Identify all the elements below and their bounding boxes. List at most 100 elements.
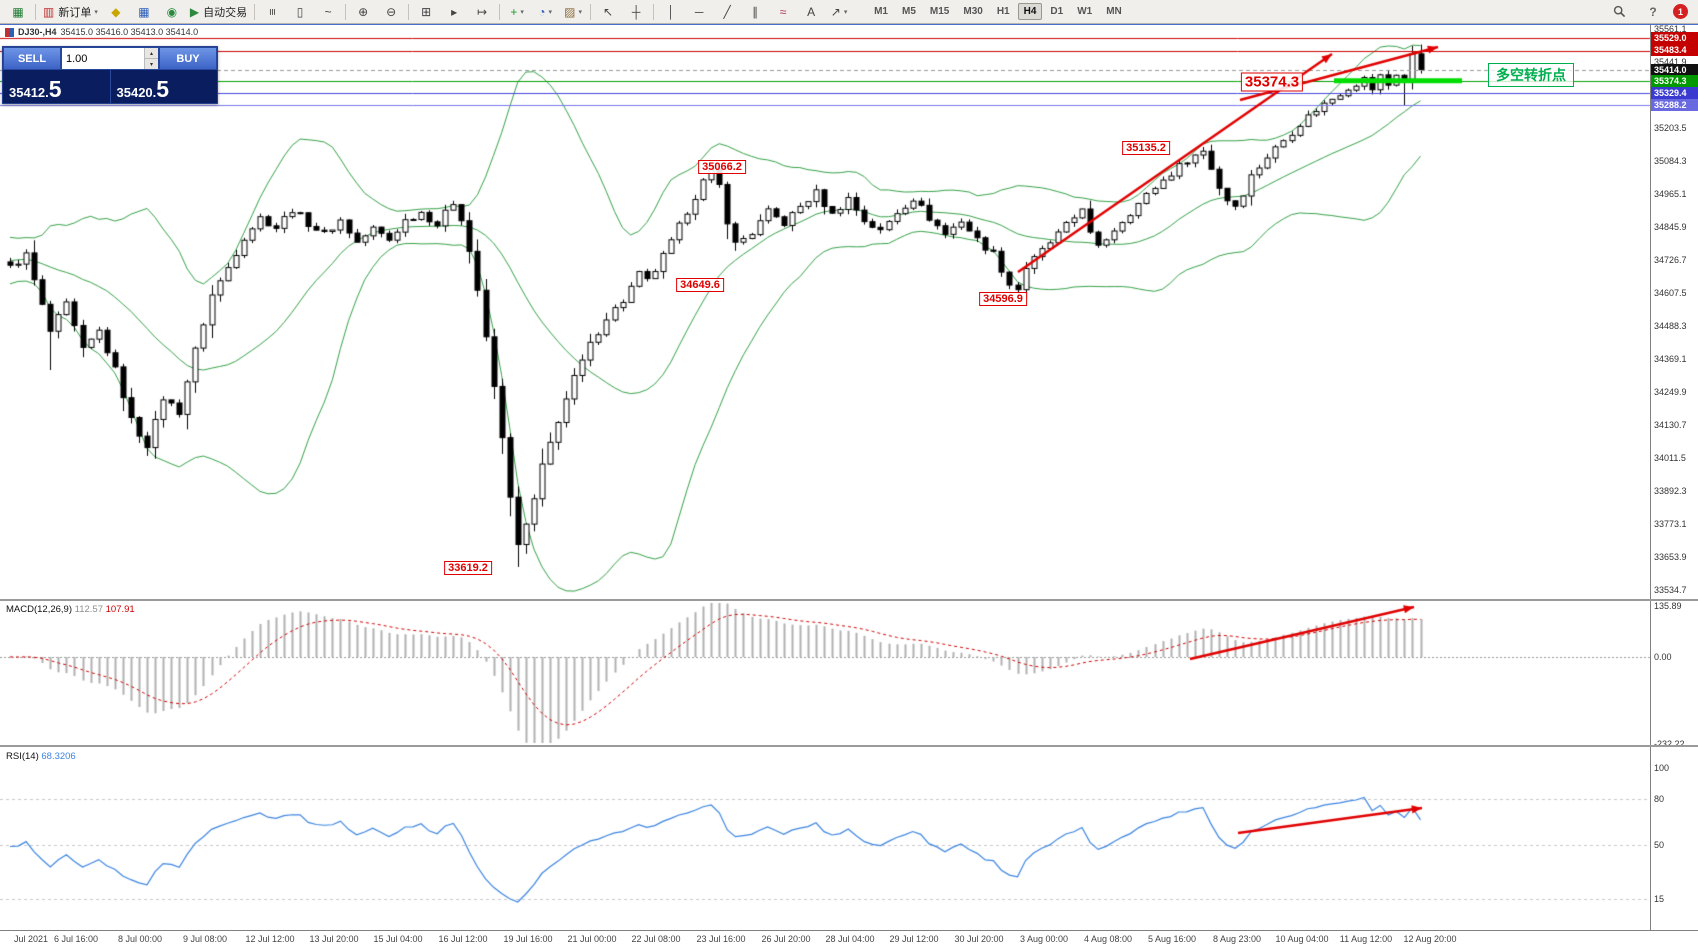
timeframe-w1[interactable]: W1 — [1077, 6, 1093, 17]
new-order-button[interactable]: ▥ 新订单 ▾ — [40, 1, 101, 23]
price-axis-label: 34726.7 — [1654, 255, 1687, 265]
price-axis-label: 33534.7 — [1654, 585, 1687, 595]
toolbar-divider — [35, 3, 36, 20]
rsi-pane-separator[interactable] — [0, 745, 1698, 747]
sell-price-big: 5 — [48, 76, 62, 103]
trendline-tool-icon[interactable]: ╱ — [714, 1, 740, 23]
notification-badge[interactable]: 1 — [1673, 4, 1688, 19]
macd-indicator-label: MACD(12,26,9) 112.57 107.91 — [6, 604, 135, 615]
periods-button[interactable]: ◔ ▾ — [532, 1, 558, 23]
sell-button[interactable]: SELL — [3, 47, 61, 70]
toolbar: ▦ ▥ 新订单 ▾ ◆ ▦ ◉ ▶ 自动交易 ≡ ▯ ~ ⊕ ⊖ ⊞ ▸ ↦ + ▾ ◔ ▾ ▨ ▾ ↖ ┼ │ ─ ╱ ∥ ≈ A ↗ ▾ M… — [0, 0, 1698, 24]
timeframe-h1[interactable]: H1 — [996, 6, 1010, 17]
price-axis-marker: 35288.2 — [1651, 99, 1698, 111]
price-axis-marker: 35529.0 — [1651, 32, 1698, 44]
auto-scroll-icon[interactable]: ▸ — [441, 1, 467, 23]
price-axis-marker: 35374.3 — [1651, 75, 1698, 87]
text-tool-icon[interactable]: A — [798, 1, 824, 23]
time-axis[interactable]: Jul 2021 6 Jul 16:00 8 Jul 00:00 9 Jul 08:0… — [0, 930, 1698, 948]
timeframe-mn[interactable]: MN — [1106, 6, 1122, 17]
autotrading-button[interactable]: ▶ 自动交易 — [187, 1, 250, 23]
price-axis-label: 34965.1 — [1654, 189, 1687, 199]
crosshair-icon[interactable]: ┼ — [623, 1, 649, 23]
metaeditor-icon[interactable]: ◆ — [103, 1, 129, 23]
time-axis-label: 21 Jul 00:00 — [567, 934, 617, 944]
toolbar-divider — [499, 3, 501, 20]
help-icon[interactable]: ? — [1649, 4, 1657, 19]
indicators-button[interactable]: + ▾ — [504, 1, 530, 23]
buy-price-small: 35420. — [116, 84, 157, 100]
periods-button-glyph: ◔ — [538, 4, 546, 19]
text-tool-icon-glyph: A — [807, 4, 816, 19]
buy-price[interactable]: 35420. 5 — [109, 70, 218, 103]
horizontal-line-tool-icon[interactable]: ─ — [686, 1, 712, 23]
candlestick-chart-type-icon[interactable]: ▯ — [287, 1, 313, 23]
templates-button[interactable]: ▨ ▾ — [560, 1, 586, 23]
zoom-in-icon-glyph: ⊕ — [358, 4, 369, 19]
cursor-icon[interactable]: ↖ — [595, 1, 621, 23]
zoom-out-icon[interactable]: ⊖ — [378, 1, 404, 23]
templates-button-caret[interactable]: ▾ — [578, 8, 583, 16]
new-order-button-label: 新订单 — [58, 6, 92, 19]
price-axis-label: 35441.9 — [1654, 57, 1687, 67]
periods-button-caret[interactable]: ▾ — [548, 8, 552, 16]
market-watch-icon[interactable]: ▦ — [131, 1, 157, 23]
time-axis-label: 28 Jul 04:00 — [825, 934, 875, 944]
macd-pane-separator[interactable] — [0, 599, 1698, 601]
bar-chart-type-icon[interactable]: ≡ — [259, 1, 285, 23]
vertical-line-tool-icon[interactable]: │ — [658, 1, 684, 23]
arrows-tool-icon-caret[interactable]: ▾ — [843, 8, 848, 16]
trendline-tool-icon-glyph: ╱ — [723, 4, 731, 19]
arrows-tool-icon[interactable]: ↗ ▾ — [826, 1, 852, 23]
price-axis[interactable]: 35561.1 35441.9 35203.5 35084.3 34965.1 34845… — [1650, 24, 1698, 930]
indicators-button-caret[interactable]: ▾ — [520, 8, 524, 16]
price-callout[interactable]: 35374.3 — [1240, 72, 1304, 92]
sell-price-small: 35412. — [9, 84, 49, 100]
annotation-note[interactable]: 多空转折点 — [1488, 63, 1574, 87]
timeframe-m5[interactable]: M5 — [902, 6, 916, 17]
time-axis-label: 13 Jul 20:00 — [309, 934, 359, 944]
chart-shift-icon[interactable]: ↦ — [469, 1, 495, 23]
channel-tool-icon-glyph: ∥ — [752, 4, 759, 19]
volume-input[interactable] — [62, 48, 144, 69]
sell-price[interactable]: 35412. 5 — [3, 70, 110, 103]
timeframe-d1[interactable]: D1 — [1050, 6, 1064, 17]
price-axis-label: 35203.5 — [1654, 123, 1687, 133]
price-callout[interactable]: 35135.2 — [1122, 141, 1170, 155]
price-axis-label: 34845.9 — [1654, 222, 1687, 232]
price-callout[interactable]: 35066.2 — [698, 160, 746, 174]
timeframe-h4[interactable]: H4 — [1017, 3, 1043, 20]
volume-control: ▴ ▾ — [61, 47, 159, 70]
time-axis-label: 23 Jul 16:00 — [696, 934, 746, 944]
tile-windows-icon[interactable]: ⊞ — [413, 1, 439, 23]
price-axis-marker: 35329.4 — [1651, 87, 1698, 99]
zoom-in-icon[interactable]: ⊕ — [350, 1, 376, 23]
line-chart-type-icon[interactable]: ~ — [315, 1, 341, 23]
fibonacci-tool-icon[interactable]: ≈ — [770, 1, 796, 23]
price-axis-label: 15 — [1654, 894, 1665, 904]
price-callout[interactable]: 34649.6 — [676, 278, 724, 292]
channel-tool-icon[interactable]: ∥ — [742, 1, 768, 23]
app-icon[interactable]: ▦ — [5, 1, 31, 23]
buy-button[interactable]: BUY — [159, 47, 217, 70]
macd-main-value: 112.57 — [74, 604, 103, 615]
volume-decrease-button[interactable]: ▾ — [145, 59, 158, 69]
timeframe-m1[interactable]: M1 — [874, 6, 888, 17]
price-axis-label: 35561.1 — [1654, 24, 1687, 34]
price-callout[interactable]: 34596.9 — [979, 292, 1027, 306]
fibonacci-tool-icon-glyph: ≈ — [779, 4, 787, 19]
line-chart-type-icon-glyph: ~ — [324, 4, 332, 19]
new-order-button-caret[interactable]: ▾ — [94, 8, 98, 16]
timeframe-m30[interactable]: M30 — [963, 6, 983, 17]
search-icon[interactable] — [1606, 1, 1632, 23]
volume-increase-button[interactable]: ▴ — [145, 48, 158, 59]
chart-caption[interactable]: DJ30-,H4 35415.0 35416.0 35413.0 35414.0 — [5, 27, 198, 37]
price-callout[interactable]: 33619.2 — [444, 561, 492, 575]
navigator-icon[interactable]: ◉ — [159, 1, 185, 23]
templates-button-glyph: ▨ — [564, 4, 576, 19]
price-axis-label: 100 — [1654, 763, 1670, 773]
time-axis-label: Jul 2021 — [14, 934, 49, 944]
rsi-title: RSI(14) — [6, 751, 39, 762]
timeframe-m15[interactable]: M15 — [929, 6, 950, 17]
